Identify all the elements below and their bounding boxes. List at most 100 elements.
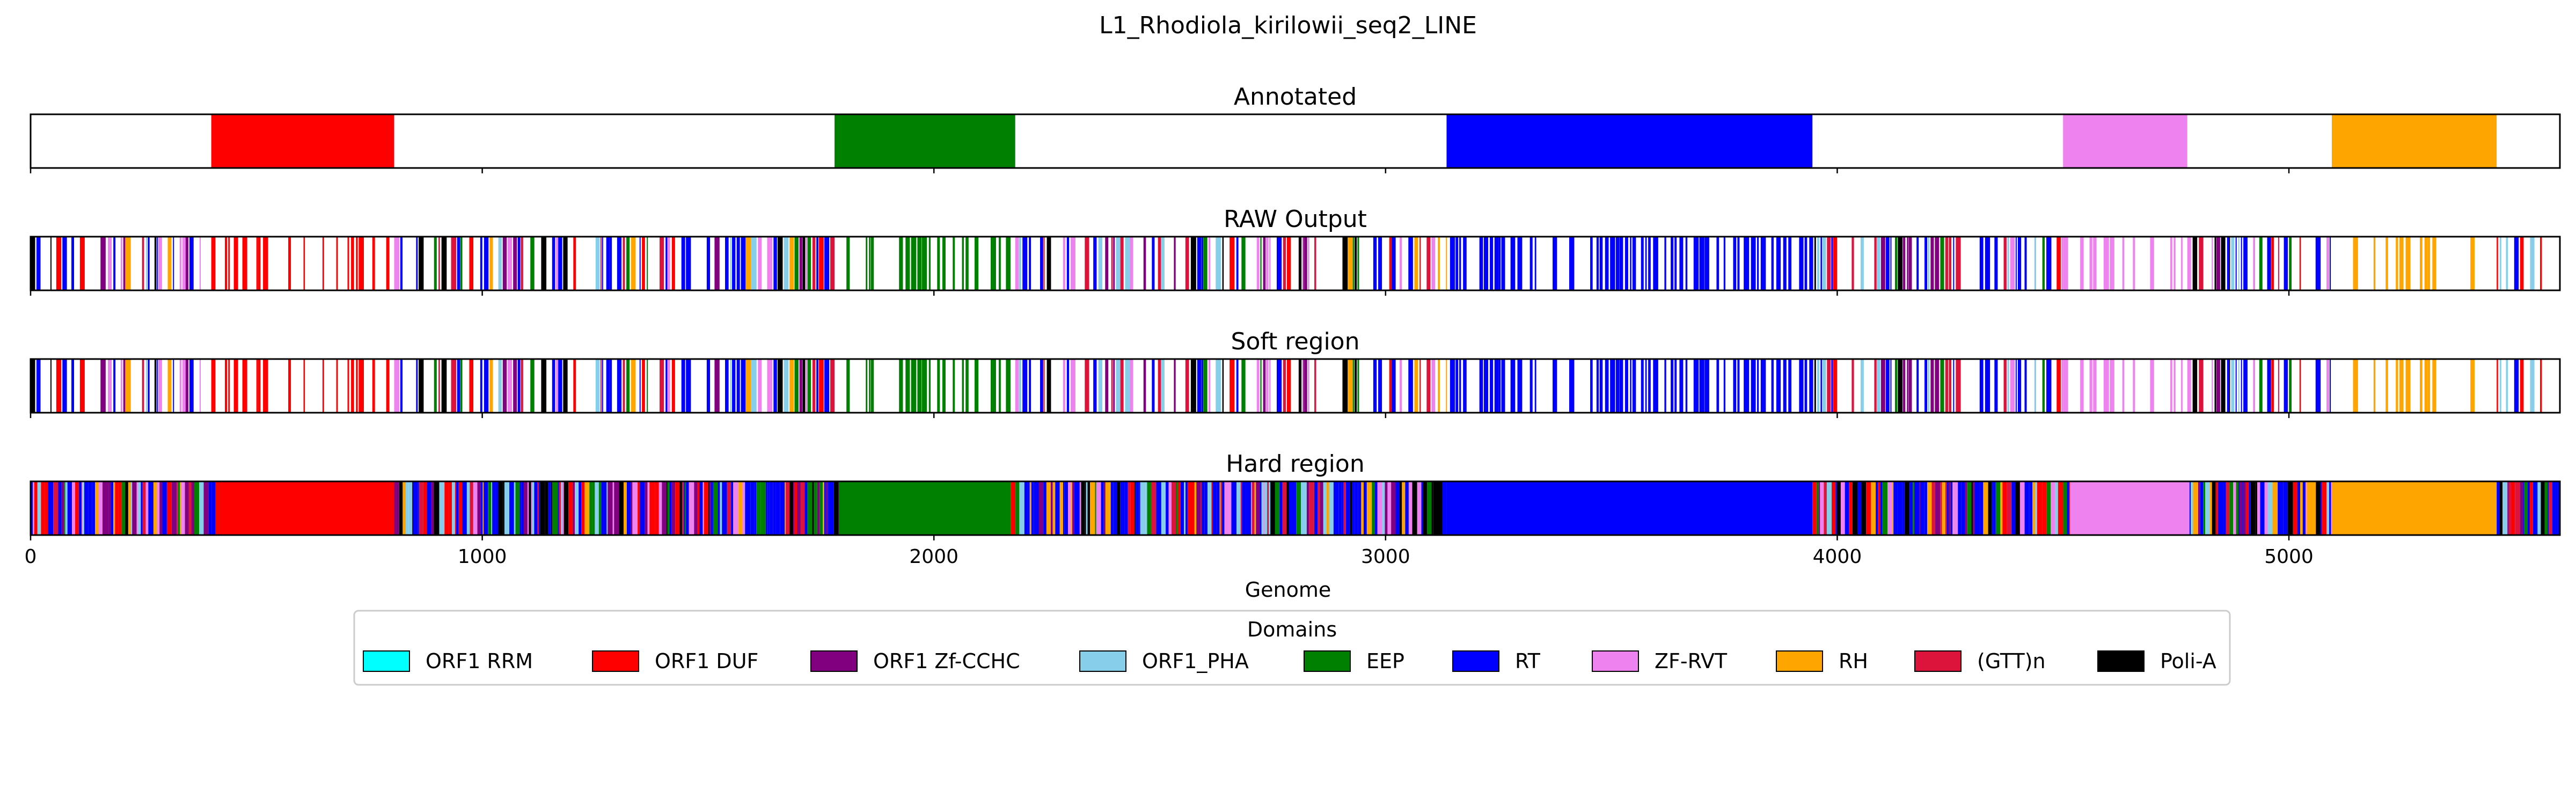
- mixed-stripe: [773, 237, 777, 290]
- mixed-stripe: [1816, 481, 1819, 535]
- mixed-stripe: [1105, 359, 1109, 413]
- mixed-stripe: [2326, 481, 2330, 535]
- mixed-stripe: [45, 481, 48, 535]
- mixed-stripe: [125, 359, 131, 413]
- mixed-stripe: [2191, 481, 2193, 535]
- mixed-stripe: [1833, 359, 1838, 413]
- mixed-stripe: [1203, 237, 1208, 290]
- mixed-stripe: [742, 481, 745, 535]
- mixed-stripe: [796, 481, 801, 535]
- mixed-stripe: [631, 359, 636, 413]
- mixed-stripe: [106, 481, 109, 535]
- mixed-stripe: [1425, 481, 1427, 535]
- mixed-stripe: [1197, 237, 1202, 290]
- mixed-stripe: [154, 359, 157, 413]
- mixed-stripe: [1902, 481, 1905, 535]
- mixed-stripe: [1111, 237, 1113, 290]
- domain-stripe: [1771, 237, 1774, 290]
- mixed-stripe: [1024, 481, 1028, 535]
- mixed-stripe: [408, 481, 413, 535]
- mixed-stripe: [1907, 237, 1908, 290]
- mixed-stripe: [647, 359, 648, 413]
- domain-stripe: [1498, 237, 1501, 290]
- mixed-stripe: [2557, 481, 2560, 535]
- mixed-stripe: [1908, 237, 1912, 290]
- mixed-stripe: [1985, 359, 1990, 413]
- domain-stripe: [1751, 237, 1756, 290]
- mixed-stripe: [456, 481, 459, 535]
- mixed-stripe: [1860, 359, 1864, 413]
- domain-stripe: [1763, 237, 1766, 290]
- mixed-stripe: [573, 237, 576, 290]
- mixed-stripe: [1286, 359, 1291, 413]
- domain-stripe: [2174, 237, 2176, 290]
- mixed-stripe: [671, 359, 675, 413]
- mixed-stripe: [1304, 359, 1307, 413]
- mixed-stripe: [2235, 237, 2237, 290]
- domain-stripe: [921, 237, 927, 290]
- mixed-stripe: [460, 237, 463, 290]
- panel-raw-output: RAW Output: [30, 206, 2561, 296]
- mixed-stripe: [1438, 359, 1440, 413]
- mixed-stripe: [1355, 237, 1357, 290]
- mixed-stripe: [2260, 481, 2265, 535]
- mixed-stripe: [785, 481, 786, 535]
- domain-stripe: [1723, 237, 1725, 290]
- mixed-stripe: [2536, 481, 2538, 535]
- mixed-stripe: [157, 481, 160, 535]
- legend-label: RH: [1839, 649, 1868, 673]
- mixed-stripe: [1190, 481, 1195, 535]
- mixed-stripe: [793, 481, 795, 535]
- mixed-stripe: [482, 481, 484, 535]
- mixed-stripe: [1971, 481, 1973, 535]
- mixed-stripe: [125, 237, 131, 290]
- mixed-stripe: [816, 359, 819, 413]
- mixed-stripe: [2311, 481, 2316, 535]
- domain-stripe: [258, 237, 261, 290]
- mixed-stripe: [1022, 237, 1028, 290]
- mixed-stripe: [2284, 359, 2288, 413]
- mixed-stripe: [2306, 481, 2307, 535]
- mixed-stripe: [469, 237, 474, 290]
- domain-stripe: [990, 237, 996, 290]
- mixed-stripe: [714, 237, 720, 290]
- mixed-stripe: [434, 359, 437, 413]
- mixed-stripe: [1074, 481, 1080, 535]
- mixed-stripe: [1419, 237, 1421, 290]
- domain-stripe: [356, 237, 358, 290]
- mixed-stripe: [1913, 481, 1914, 535]
- mixed-stripe: [563, 359, 568, 413]
- mixed-stripe: [686, 481, 689, 535]
- mixed-stripe: [758, 359, 762, 413]
- mixed-stripe: [1414, 237, 1418, 290]
- domain-stripe: [322, 359, 324, 413]
- mixed-stripe: [513, 237, 517, 290]
- mixed-stripe: [1956, 359, 1961, 413]
- mixed-stripe: [188, 481, 192, 535]
- domain-stripe: [2080, 237, 2084, 290]
- domain-stripe: [2063, 359, 2068, 413]
- mixed-stripe: [444, 481, 449, 535]
- domain-block: [839, 481, 1011, 535]
- mixed-stripe: [208, 481, 212, 535]
- mixed-stripe: [2037, 481, 2043, 535]
- domain-stripe: [1716, 359, 1719, 413]
- mixed-stripe: [179, 359, 182, 413]
- mixed-stripe: [626, 237, 630, 290]
- mixed-stripe: [1433, 481, 1438, 535]
- domain-stripe: [303, 359, 305, 413]
- mixed-stripe: [519, 481, 522, 535]
- mixed-stripe: [1015, 237, 1019, 290]
- mixed-stripe: [1231, 481, 1237, 535]
- domain-stripe: [1534, 359, 1536, 413]
- mixed-stripe: [2236, 481, 2238, 535]
- mixed-stripe: [2199, 359, 2204, 413]
- domain-stripe: [1674, 237, 1677, 290]
- mixed-stripe: [2229, 481, 2234, 535]
- domain-stripe: [2122, 237, 2125, 290]
- mixed-stripe: [2218, 481, 2223, 535]
- mixed-stripe: [103, 481, 107, 535]
- mixed-stripe: [2540, 237, 2542, 290]
- legend-swatch: [1592, 650, 1639, 672]
- mixed-stripe: [665, 237, 668, 290]
